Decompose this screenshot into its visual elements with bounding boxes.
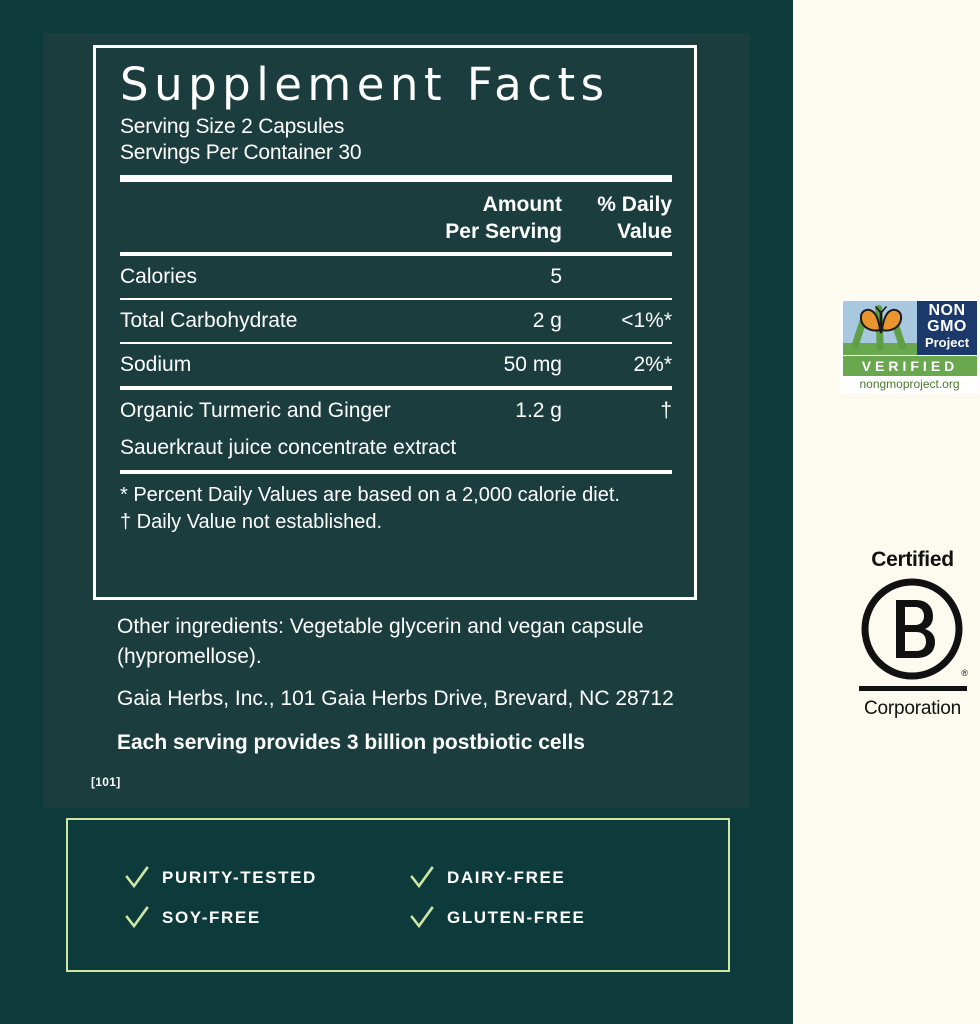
claims-grid: PURITY-TESTED DAIRY-FREE SOY-FREE [124,858,694,938]
rule-above-footnotes [120,470,672,474]
label-inner-panel [43,33,750,808]
postbiotic-cells-claim: Each serving provides 3 billion postbiot… [117,731,585,754]
servings-per-container-line: Servings Per Container 30 [120,141,362,164]
check-icon [409,905,439,931]
column-headers: Amount Per Serving % Daily Value [120,191,672,245]
nutrient-daily-value: 2%* [633,353,672,376]
table-row: Calories 5 [120,256,672,298]
check-icon [409,865,439,891]
nutrient-amount: 5 [550,265,562,288]
claim-label: DAIRY-FREE [447,868,566,887]
supplement-label-area: Supplement Facts Serving Size 2 Capsules… [43,33,750,972]
claim-purity-tested: PURITY-TESTED [124,858,409,898]
check-icon [124,905,154,931]
bcorp-corporation-text: Corporation [863,698,962,719]
claim-soy-free: SOY-FREE [124,898,409,938]
nongmo-line-project: Project [924,335,970,350]
non-gmo-project-verified-badge: NON GMO Project VERIFIED nongmoproject.o… [840,299,979,393]
check-icon [124,865,154,891]
manufacturer-address: Gaia Herbs, Inc., 101 Gaia Herbs Drive, … [117,687,674,710]
supplement-facts-box: Supplement Facts Serving Size 2 Capsules… [93,45,697,600]
ingredient-amount: 1.2 g [515,399,562,422]
rule-under-servings [120,175,672,182]
serving-size-line: Serving Size 2 Capsules [120,115,345,138]
nongmo-line-non: NON [928,302,966,319]
other-ingredients-text: Other ingredients: Vegetable glycerin an… [117,615,644,668]
badges-panel [793,0,980,1024]
nongmo-line-gmo: GMO [927,318,967,335]
claim-label: SOY-FREE [162,908,261,927]
ingredient-name: Organic Turmeric and Ginger [120,399,391,422]
ingredient-daily-value: † [660,399,672,422]
bcorp-certified-text: Certified [871,548,954,571]
claims-box: PURITY-TESTED DAIRY-FREE SOY-FREE [66,818,730,972]
nutrient-amount: 2 g [532,309,562,332]
nutrient-name: Calories [120,265,198,288]
bcorp-circle-b-icon: ® [855,576,970,684]
nutrient-daily-value: <1%* [621,309,672,332]
certified-b-corporation-logo: Certified ® Corporation [855,548,970,728]
row-divider [120,342,672,344]
nutrient-name: Total Carbohydrate [120,309,298,332]
bcorp-divider-bar [858,686,967,691]
ingredient-row: Organic Turmeric and Ginger 1.2 g † [120,390,672,433]
reference-code: [101] [91,775,121,789]
nutrient-name: Sodium [120,353,192,376]
rule-under-headers [120,252,672,256]
registered-trademark-icon: ® [961,668,968,678]
ingredient-name-continued: Sauerkraut juice concentrate extract [120,436,457,459]
footnote-daily-values: * Percent Daily Values are based on a 2,… [120,484,620,506]
rule-above-ingredient [120,386,672,390]
table-row: Total Carbohydrate 2 g <1%* [120,300,672,342]
table-row: Sodium 50 mg 2%* [120,344,672,386]
claim-label: GLUTEN-FREE [447,908,586,927]
row-divider [120,298,672,300]
below-box-text: Other ingredients: Vegetable glycerin an… [117,612,697,758]
nongmo-url: nongmoproject.org [859,377,960,391]
nongmo-wordmark: NON GMO Project [917,301,977,355]
footnote-dv-not-established: † Daily Value not established. [120,511,383,533]
nutrient-amount: 50 mg [503,353,562,376]
claim-gluten-free: GLUTEN-FREE [409,898,694,938]
nongmo-verified-bar: VERIFIED [843,356,977,376]
footnotes: * Percent Daily Values are based on a 2,… [120,482,672,536]
claim-label: PURITY-TESTED [162,868,317,887]
amount-per-serving-header: Amount Per Serving [445,193,562,243]
claim-dairy-free: DAIRY-FREE [409,858,694,898]
percent-daily-value-header: % Daily Value [597,193,672,243]
nongmo-artwork [840,299,979,355]
supplement-facts-title: Supplement Facts [120,58,610,111]
